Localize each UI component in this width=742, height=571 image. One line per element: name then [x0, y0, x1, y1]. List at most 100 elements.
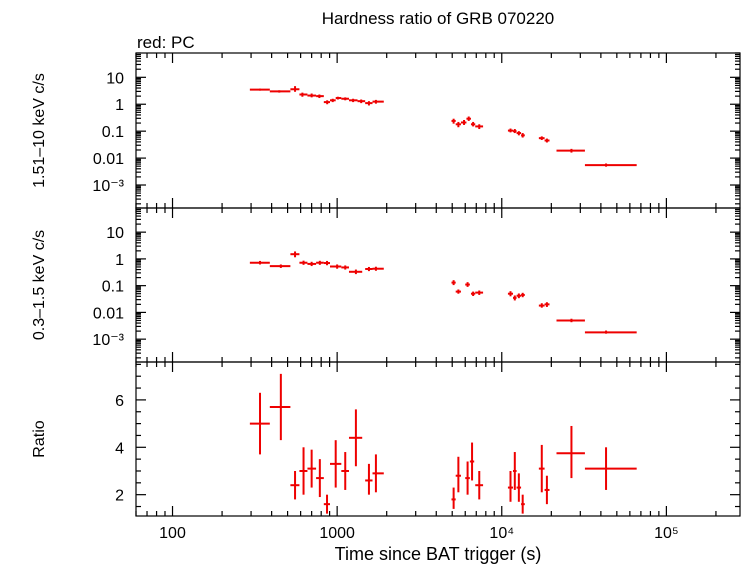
panel-1: 10 1 0.1 0.01 10⁻³ 1.51–10 keV c/s	[31, 52, 741, 209]
panel-3: 2 4 6 Ratio 100 1000 10⁴ 10⁵	[31, 361, 741, 542]
data-point	[465, 282, 470, 287]
data-point	[323, 494, 331, 514]
y-tick-label: 0.01	[93, 305, 124, 322]
data-point	[556, 425, 585, 479]
data-point	[307, 261, 317, 267]
y-tick-label: 10⁻³	[92, 332, 124, 349]
y-tick-label: 2	[115, 488, 124, 505]
y-tick-label: 1	[115, 252, 124, 269]
data-point	[335, 96, 342, 100]
data-point	[556, 318, 585, 323]
data-point	[544, 475, 550, 505]
data-point	[475, 124, 484, 130]
data-point	[521, 133, 525, 138]
data-point	[249, 392, 270, 455]
data-point	[348, 409, 363, 467]
data-point	[307, 449, 317, 488]
x-tick-label: 10⁴	[489, 525, 514, 542]
x-axis-label: Time since BAT trigger (s)	[335, 544, 542, 564]
data-point	[544, 138, 550, 143]
data-point	[330, 98, 336, 103]
chart-annotation: red: PC	[137, 33, 195, 52]
data-point	[475, 290, 484, 295]
x-tick-label: 10⁵	[654, 525, 678, 542]
data-point	[323, 100, 331, 105]
data-point	[372, 99, 384, 104]
data-point	[299, 447, 308, 495]
data-point	[538, 136, 545, 140]
data-point	[507, 470, 513, 502]
data-point	[290, 251, 300, 258]
y-axis-label: Ratio	[31, 420, 48, 457]
data-point	[269, 373, 291, 441]
data-point	[455, 121, 461, 128]
data-point	[451, 487, 456, 509]
data-point	[516, 293, 522, 299]
data-point	[507, 128, 513, 133]
data-point	[348, 98, 358, 103]
data-point	[455, 289, 461, 294]
data-point	[365, 101, 373, 106]
panel-frame	[135, 361, 741, 517]
data-point	[516, 473, 522, 502]
data-point	[460, 119, 467, 125]
y-tick-label: 10	[106, 225, 124, 242]
chart-title: Hardness ratio of GRB 070220	[322, 9, 554, 28]
y-tick-label: 4	[115, 440, 124, 457]
data-point	[330, 440, 342, 488]
data-point	[544, 302, 550, 307]
panel-frame	[135, 207, 741, 363]
data-point	[538, 303, 545, 308]
data-point	[365, 463, 373, 495]
panel-2: 10 1 0.1 0.01 10⁻³ 0.3–1.5 keV c/s	[31, 207, 741, 363]
data-point	[469, 442, 475, 481]
data-point	[316, 94, 324, 99]
y-tick-label: 0.01	[93, 151, 124, 168]
data-point	[316, 260, 324, 265]
data-point	[299, 260, 308, 265]
data-point	[584, 330, 637, 334]
data-point	[538, 444, 545, 493]
data-point	[249, 88, 270, 91]
data-point	[521, 494, 525, 514]
y-tick-label: 1	[115, 97, 124, 114]
x-tick-label: 100	[159, 525, 186, 542]
data-point	[512, 129, 517, 134]
y-tick-label: 10	[106, 70, 124, 87]
data-point	[466, 116, 471, 121]
data-point	[451, 280, 456, 286]
data-point	[365, 266, 373, 272]
data-point	[521, 292, 525, 298]
x-tick-label: 1000	[319, 525, 355, 542]
data-point	[341, 452, 349, 490]
panel-frame	[135, 52, 741, 209]
data-point	[372, 454, 384, 493]
data-point	[512, 295, 517, 301]
data-point	[465, 461, 470, 495]
y-tick-label: 0.1	[102, 124, 124, 141]
data-point	[290, 470, 300, 500]
data-point	[584, 163, 637, 167]
data-point	[584, 447, 637, 490]
data-point	[475, 470, 484, 500]
data-point	[269, 90, 291, 93]
data-point	[269, 264, 291, 268]
data-point	[470, 121, 476, 127]
y-tick-label: 10⁻³	[92, 178, 124, 195]
data-point	[330, 264, 342, 269]
y-tick-label: 0.1	[102, 279, 124, 296]
data-point	[455, 456, 461, 493]
data-point	[348, 269, 363, 275]
data-point	[323, 260, 331, 266]
data-point	[307, 93, 317, 98]
data-point	[507, 291, 513, 297]
y-tick-label: 6	[115, 393, 124, 410]
data-point	[316, 459, 324, 498]
data-point	[299, 92, 308, 97]
data-point	[451, 118, 456, 124]
data-point	[556, 148, 585, 153]
data-point	[512, 452, 517, 490]
